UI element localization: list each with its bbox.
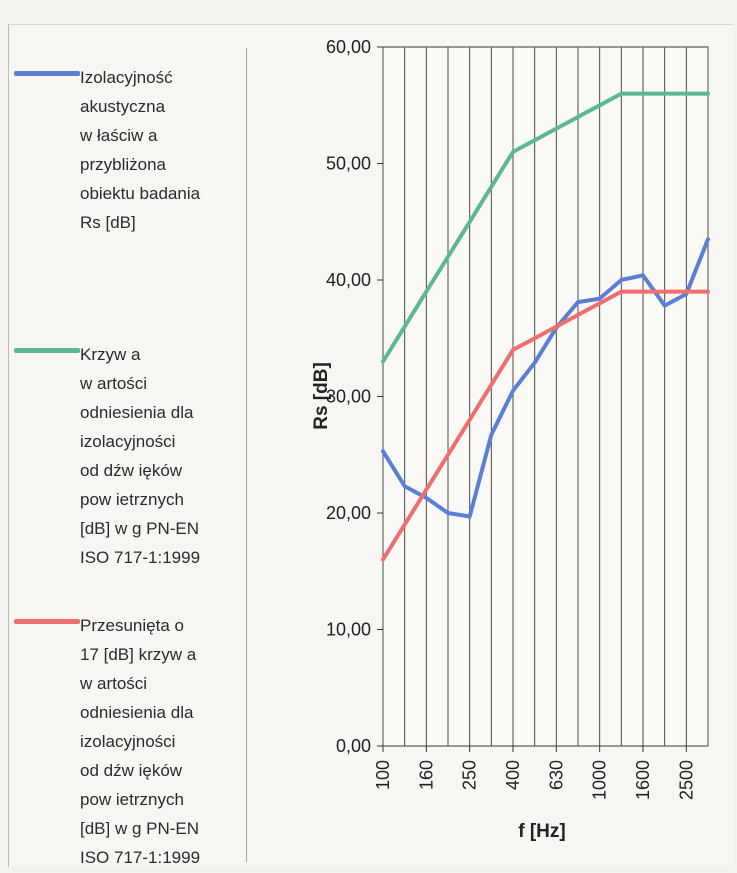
y-tick-label: 50,00 xyxy=(326,154,371,174)
x-tick-label: 1000 xyxy=(590,760,610,800)
x-axis-title: f [Hz] xyxy=(518,821,565,842)
series-line-shifted xyxy=(381,289,710,562)
y-tick-label: 30,00 xyxy=(326,387,371,407)
x-tick-label: 100 xyxy=(373,760,393,790)
x-axis-ticks: 100 160 250 400 630 1000 1600 2500 xyxy=(373,746,696,800)
y-tick-label: 10,00 xyxy=(326,620,371,640)
legend: Izolacyjność akustyczna w łaściw a przyb… xyxy=(14,48,247,867)
legend-label-measured: Izolacyjność akustyczna w łaściw a przyb… xyxy=(80,68,201,232)
legend-label-shifted: Przesunięta o 17 [dB] krzyw a w artości … xyxy=(80,616,201,867)
legend-swatch-reference xyxy=(14,348,80,353)
y-axis-title: Rs [dB] xyxy=(311,362,332,430)
grid xyxy=(382,46,709,747)
plot-area xyxy=(382,46,709,747)
y-tick-label: 0,00 xyxy=(336,736,371,756)
series-lines xyxy=(381,91,710,562)
x-tick-label: 630 xyxy=(546,760,566,790)
legend-swatch-shifted xyxy=(14,619,80,624)
legend-swatch-measured xyxy=(14,71,80,76)
legend-label-reference: Krzyw a w artości odniesienia dla izolac… xyxy=(80,345,201,567)
y-tick-label: 60,00 xyxy=(326,37,371,57)
x-tick-label: 400 xyxy=(503,760,523,790)
x-tick-label: 1600 xyxy=(633,760,653,800)
x-tick-label: 250 xyxy=(460,760,480,790)
y-axis-ticks: 0,00 10,00 20,00 30,00 40,00 50,00 60,00 xyxy=(326,37,383,756)
x-tick-label: 160 xyxy=(416,760,436,790)
y-tick-label: 40,00 xyxy=(326,270,371,290)
y-tick-label: 20,00 xyxy=(326,503,371,523)
series-line-reference xyxy=(381,91,710,364)
x-tick-label: 2500 xyxy=(676,760,696,800)
